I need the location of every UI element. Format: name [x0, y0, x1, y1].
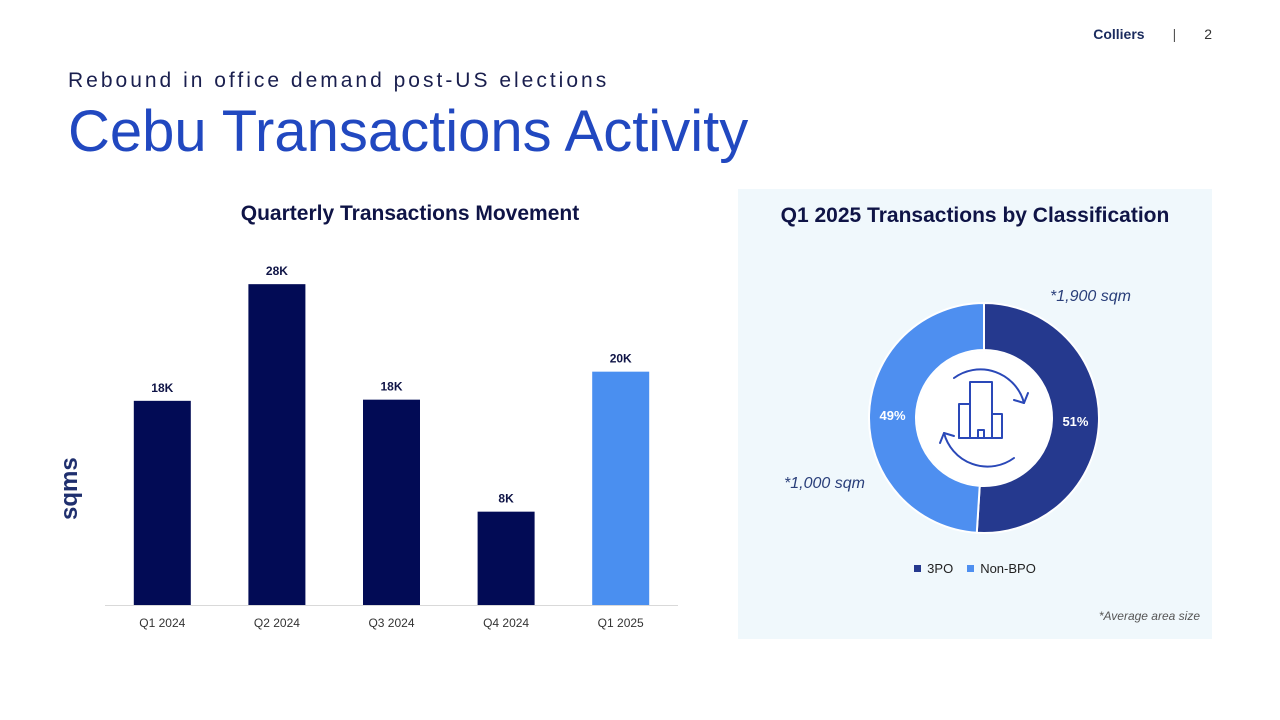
donut-hole [917, 351, 1051, 485]
non-bpo-size-note: *1,000 sqm [784, 475, 865, 492]
donut-slice-label: 51% [1062, 414, 1088, 429]
page-number: 2 [1204, 26, 1212, 42]
donut-slice-3po [975, 301, 1100, 534]
bar-chart: 18K Q1 2024 28K Q2 2024 18K Q3 2024 8K Q4 2024 2… [105, 264, 678, 630]
bar-data-label: 8K [498, 492, 514, 506]
donut-legend: 3PO Non-BPO [738, 561, 1212, 576]
legend-swatch [914, 565, 922, 572]
bpo-size-note: *1,900 sqm [1050, 288, 1131, 305]
legend-swatch [967, 565, 975, 572]
legend-label: Non-BPO [980, 561, 1036, 576]
donut-panel: Q1 2025 Transactions by Classification 5… [738, 189, 1212, 639]
header-separator: | [1172, 26, 1177, 42]
donut-slice-non-bpo [868, 301, 985, 534]
x-tick-label: Q1 2024 [139, 616, 185, 630]
x-tick-label: Q3 2024 [368, 616, 414, 630]
donut-chart: 51% 49% [868, 301, 1100, 534]
brand-name: Colliers [1093, 26, 1145, 42]
bar-data-label: 28K [266, 264, 288, 278]
x-tick-label: Q2 2024 [254, 616, 300, 630]
x-tick-label: Q1 2025 [598, 616, 644, 630]
bar-q1-2025 [592, 371, 650, 605]
bar-data-label: 18K [151, 381, 173, 395]
bar-chart-title: Quarterly Transactions Movement [240, 202, 580, 225]
bar-data-label: 18K [380, 380, 402, 394]
bar-q1-2024 [133, 400, 191, 605]
bar-data-label: 20K [610, 352, 632, 366]
donut-chart-title: Q1 2025 Transactions by Classification [780, 204, 1170, 227]
building-cycle-icon [939, 368, 1029, 468]
x-tick-label: Q4 2024 [483, 616, 529, 630]
bar-q2-2024 [248, 284, 306, 605]
header-bar: Colliers | 2 [1093, 26, 1212, 42]
slide-subtitle: Rebound in office demand post-US electio… [68, 69, 610, 92]
legend-item-non-bpo: Non-BPO [967, 561, 1036, 576]
donut-slice-label: 49% [880, 408, 906, 423]
legend-item-3po: 3PO [914, 561, 953, 576]
bar-q3-2024 [363, 399, 420, 605]
bar-q4-2024 [477, 511, 535, 605]
slide-title: Cebu Transactions Activity [68, 99, 749, 164]
footnote: *Average area size [1098, 609, 1200, 623]
legend-label: 3PO [927, 561, 954, 576]
